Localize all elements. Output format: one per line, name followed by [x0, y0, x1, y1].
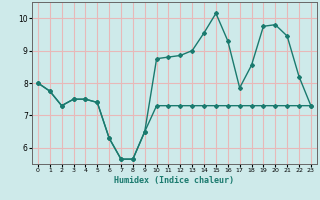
X-axis label: Humidex (Indice chaleur): Humidex (Indice chaleur) [115, 176, 234, 185]
